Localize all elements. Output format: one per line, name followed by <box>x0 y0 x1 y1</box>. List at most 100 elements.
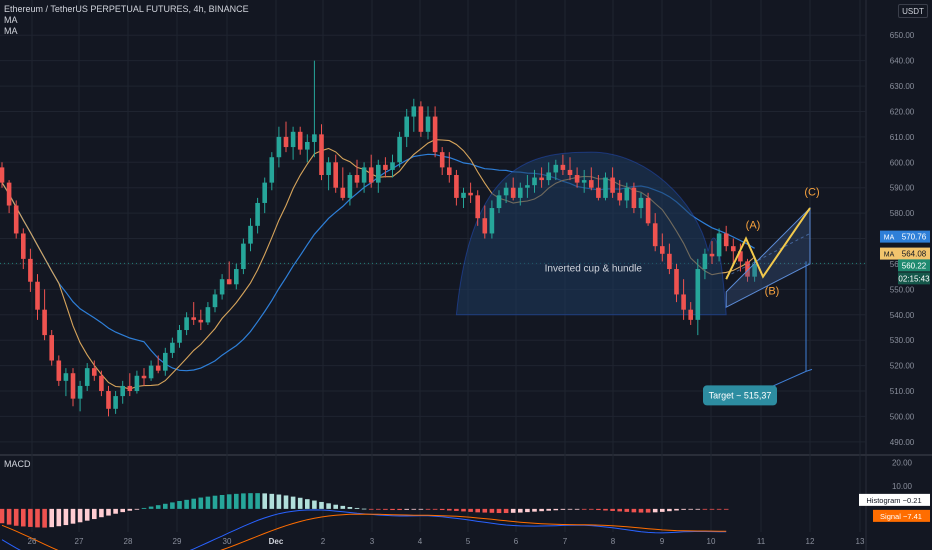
candle[interactable] <box>496 190 502 214</box>
candle[interactable] <box>631 182 637 214</box>
candle[interactable] <box>695 258 701 336</box>
candle[interactable] <box>418 101 424 137</box>
target-callout[interactable]: Target ~ 515,37 <box>703 385 777 406</box>
candle[interactable] <box>99 370 104 397</box>
ma-slow-tag[interactable]: MA 570.76 <box>880 230 930 243</box>
candle[interactable] <box>226 261 232 285</box>
candle[interactable] <box>241 238 246 275</box>
candle[interactable] <box>503 182 509 203</box>
candle[interactable] <box>234 263 239 290</box>
candle[interactable] <box>624 182 630 209</box>
candle[interactable] <box>603 172 608 201</box>
candle[interactable] <box>255 197 260 234</box>
macd-pane[interactable] <box>0 493 729 550</box>
candles[interactable] <box>0 60 757 417</box>
candle[interactable] <box>297 126 303 155</box>
candle[interactable] <box>383 157 388 178</box>
candle[interactable] <box>482 205 488 239</box>
candle[interactable] <box>518 182 523 206</box>
candle[interactable] <box>305 134 310 163</box>
candle[interactable] <box>163 347 168 376</box>
candle[interactable] <box>42 289 47 341</box>
candle[interactable] <box>397 131 402 168</box>
signal-tag[interactable]: Signal −7.41 <box>873 509 930 522</box>
candle[interactable] <box>596 175 601 201</box>
candle[interactable] <box>326 157 331 191</box>
candle[interactable] <box>454 169 459 206</box>
candle[interactable] <box>638 192 644 219</box>
candle[interactable] <box>574 167 580 188</box>
currency-badge[interactable]: USDT <box>898 4 928 18</box>
candle[interactable] <box>148 360 154 381</box>
candle[interactable] <box>56 355 62 386</box>
candle[interactable] <box>674 263 679 303</box>
candle[interactable] <box>376 159 381 193</box>
candle[interactable] <box>198 309 204 331</box>
candle[interactable] <box>447 152 452 183</box>
candle[interactable] <box>390 154 395 178</box>
candle[interactable] <box>141 368 147 386</box>
candle[interactable] <box>404 108 409 148</box>
candle[interactable] <box>6 180 12 214</box>
indicator-ma-2[interactable]: MA <box>4 26 18 36</box>
candle[interactable] <box>510 177 516 201</box>
candle[interactable] <box>283 121 289 153</box>
candle[interactable] <box>716 228 722 262</box>
candle[interactable] <box>184 312 189 336</box>
candle[interactable] <box>425 106 431 140</box>
candle[interactable] <box>645 192 651 226</box>
candle[interactable] <box>702 248 708 280</box>
candle[interactable] <box>652 213 658 252</box>
candle[interactable] <box>113 391 118 414</box>
candle[interactable] <box>660 233 665 262</box>
candle[interactable] <box>546 162 551 186</box>
candle[interactable] <box>411 98 417 132</box>
candle[interactable] <box>106 385 111 417</box>
candle[interactable] <box>752 256 757 282</box>
candle[interactable] <box>35 274 40 320</box>
candle[interactable] <box>553 159 559 181</box>
candle[interactable] <box>468 182 473 203</box>
candle[interactable] <box>709 241 715 264</box>
candle[interactable] <box>532 169 537 193</box>
candle[interactable] <box>170 337 175 358</box>
countdown-tag[interactable]: 02:15:43 <box>898 272 930 285</box>
candle[interactable] <box>539 167 544 188</box>
candle[interactable] <box>589 167 594 191</box>
candle[interactable] <box>269 152 275 191</box>
candle[interactable] <box>49 330 54 366</box>
candle[interactable] <box>347 172 353 206</box>
candle[interactable] <box>120 380 125 404</box>
histogram-tag[interactable]: Histogram −0.21 <box>859 493 930 506</box>
candle[interactable] <box>617 180 622 206</box>
candle[interactable] <box>610 167 615 198</box>
candle[interactable] <box>525 175 530 198</box>
candle[interactable] <box>155 355 161 374</box>
ma-fast-tag[interactable]: MA 564.08 <box>880 247 930 260</box>
candle[interactable] <box>681 279 686 320</box>
candle[interactable] <box>312 60 317 158</box>
symbol-title[interactable]: Ethereum / TetherUS PERPETUAL FUTURES, 4… <box>4 4 249 14</box>
candle[interactable] <box>21 228 26 270</box>
candle[interactable] <box>191 302 196 325</box>
candle[interactable] <box>219 274 225 300</box>
candle[interactable] <box>319 124 324 181</box>
candle[interactable] <box>276 126 282 168</box>
candle[interactable] <box>92 360 97 381</box>
candle[interactable] <box>432 106 438 158</box>
candle[interactable] <box>340 167 346 201</box>
candle[interactable] <box>77 380 83 412</box>
candle[interactable] <box>177 324 182 348</box>
candle[interactable] <box>688 302 693 325</box>
candle[interactable] <box>368 154 374 188</box>
indicator-ma-1[interactable]: MA <box>4 15 18 25</box>
candle[interactable] <box>361 162 367 193</box>
candle[interactable] <box>439 147 445 176</box>
candle[interactable] <box>212 289 218 313</box>
candle[interactable] <box>84 363 90 392</box>
candle[interactable] <box>70 368 76 407</box>
candle[interactable] <box>731 238 736 264</box>
candle[interactable] <box>560 154 566 176</box>
candle[interactable] <box>723 225 729 252</box>
